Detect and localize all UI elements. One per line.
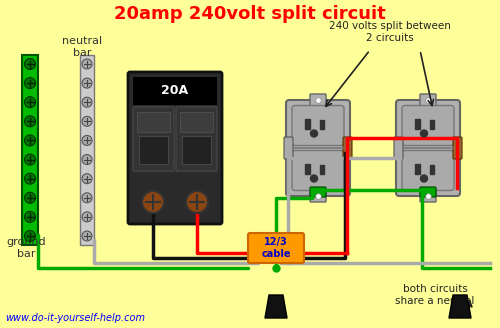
FancyBboxPatch shape — [292, 151, 344, 191]
Circle shape — [24, 211, 36, 222]
Text: 240 volts split between
2 circuits: 240 volts split between 2 circuits — [329, 21, 451, 43]
Circle shape — [24, 97, 36, 108]
Circle shape — [24, 192, 36, 203]
Circle shape — [24, 116, 36, 127]
FancyBboxPatch shape — [310, 190, 326, 202]
Circle shape — [82, 212, 92, 222]
Circle shape — [82, 78, 92, 88]
Polygon shape — [265, 295, 287, 318]
Bar — [415, 118, 420, 129]
Circle shape — [82, 193, 92, 203]
Bar — [305, 118, 310, 129]
FancyBboxPatch shape — [292, 106, 344, 146]
Circle shape — [82, 174, 92, 184]
Text: www.do-it-yourself-help.com: www.do-it-yourself-help.com — [5, 313, 145, 323]
Bar — [320, 119, 324, 129]
Circle shape — [24, 231, 36, 241]
Bar — [137, 112, 170, 132]
Bar — [415, 163, 420, 174]
FancyBboxPatch shape — [176, 107, 217, 171]
Circle shape — [24, 78, 36, 89]
Circle shape — [82, 97, 92, 107]
Bar — [180, 112, 213, 132]
Circle shape — [310, 130, 318, 137]
Circle shape — [82, 135, 92, 145]
FancyBboxPatch shape — [402, 151, 454, 191]
FancyBboxPatch shape — [248, 233, 304, 263]
Circle shape — [420, 130, 428, 137]
FancyBboxPatch shape — [420, 94, 436, 106]
Bar — [430, 165, 434, 174]
FancyBboxPatch shape — [394, 137, 403, 159]
FancyBboxPatch shape — [128, 72, 222, 224]
FancyBboxPatch shape — [420, 187, 436, 197]
Text: ground
bar: ground bar — [6, 237, 46, 259]
Circle shape — [82, 154, 92, 165]
Bar — [182, 136, 211, 164]
Circle shape — [24, 173, 36, 184]
Circle shape — [24, 135, 36, 146]
FancyBboxPatch shape — [133, 107, 174, 171]
Bar — [305, 163, 310, 174]
FancyBboxPatch shape — [420, 190, 436, 202]
Text: both circuits
share a neutral: both circuits share a neutral — [396, 284, 474, 306]
FancyBboxPatch shape — [453, 137, 462, 159]
Circle shape — [24, 154, 36, 165]
Circle shape — [310, 175, 318, 182]
Circle shape — [420, 175, 428, 182]
Text: 20A: 20A — [162, 85, 188, 97]
Circle shape — [24, 58, 36, 70]
FancyBboxPatch shape — [310, 94, 326, 106]
Bar — [80, 55, 94, 245]
Circle shape — [82, 231, 92, 241]
Bar — [133, 77, 217, 105]
Bar — [139, 136, 168, 164]
FancyBboxPatch shape — [284, 137, 293, 159]
Circle shape — [142, 191, 164, 213]
Circle shape — [82, 116, 92, 126]
FancyBboxPatch shape — [396, 100, 460, 196]
Circle shape — [186, 191, 208, 213]
FancyBboxPatch shape — [286, 100, 350, 196]
FancyBboxPatch shape — [310, 187, 326, 197]
Polygon shape — [449, 295, 471, 318]
Text: 20amp 240volt split circuit: 20amp 240volt split circuit — [114, 5, 386, 23]
Bar — [430, 119, 434, 129]
FancyBboxPatch shape — [343, 137, 352, 159]
Bar — [320, 165, 324, 174]
FancyBboxPatch shape — [402, 106, 454, 146]
Text: neutral
bar: neutral bar — [62, 36, 102, 58]
Circle shape — [82, 59, 92, 69]
Text: 12/3
cable: 12/3 cable — [261, 237, 291, 259]
Bar — [22, 55, 38, 245]
